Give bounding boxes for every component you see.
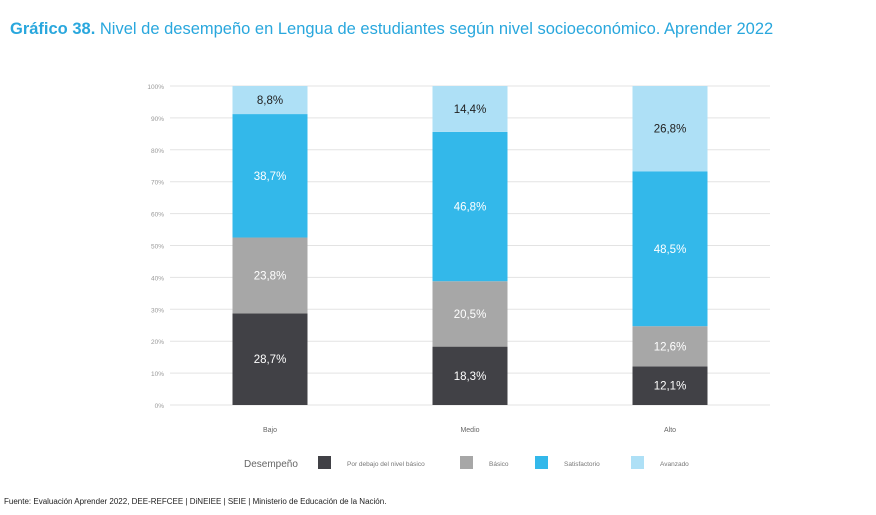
chart-title: Gráfico 38. Nivel de desempeño en Lengua… bbox=[10, 20, 773, 39]
y-tick-label: 100% bbox=[147, 84, 164, 91]
x-tick-label: Bajo bbox=[263, 427, 277, 434]
bar-segment bbox=[232, 313, 308, 405]
data-label: 38,7% bbox=[254, 171, 287, 183]
y-tick-label: 0% bbox=[155, 403, 165, 410]
bar-segment bbox=[432, 281, 508, 347]
legend-title: Desempeño bbox=[244, 459, 298, 470]
bar-segment bbox=[232, 237, 308, 314]
data-label: 26,8% bbox=[654, 124, 687, 136]
data-label: 8,8% bbox=[257, 95, 283, 107]
y-tick-label: 60% bbox=[151, 212, 164, 219]
legend-swatch bbox=[318, 456, 331, 469]
y-tick-label: 10% bbox=[151, 371, 164, 378]
y-tick-label: 90% bbox=[151, 116, 164, 123]
y-tick-label: 70% bbox=[151, 180, 164, 187]
bar-segment bbox=[632, 171, 708, 327]
legend-swatch bbox=[460, 456, 473, 469]
bar-segment bbox=[432, 86, 508, 132]
data-label: 12,6% bbox=[654, 341, 687, 353]
data-label: 20,5% bbox=[454, 309, 487, 321]
bar-segment bbox=[632, 86, 708, 172]
legend-swatch bbox=[535, 456, 548, 469]
bar-segment bbox=[432, 131, 508, 282]
legend-label: Básico bbox=[489, 461, 509, 468]
y-tick-label: 50% bbox=[151, 244, 164, 251]
legend-swatch bbox=[631, 456, 644, 469]
x-tick-label: Medio bbox=[460, 427, 479, 434]
chart-title-prefix: Gráfico 38. bbox=[10, 20, 96, 38]
data-label: 23,8% bbox=[254, 270, 287, 282]
bar-segment bbox=[632, 326, 708, 367]
bar-segment bbox=[432, 346, 508, 405]
bar-segment bbox=[632, 366, 708, 405]
source-note: Fuente: Evaluación Aprender 2022, DEE-RE… bbox=[4, 497, 387, 506]
y-tick-label: 80% bbox=[151, 148, 164, 155]
data-label: 46,8% bbox=[454, 202, 487, 214]
bar-segment bbox=[232, 86, 308, 115]
x-tick-label: Alto bbox=[664, 427, 676, 434]
legend-label: Avanzado bbox=[660, 461, 689, 468]
chart-title-text: Nivel de desempeño en Lengua de estudian… bbox=[99, 20, 774, 38]
bar-segment bbox=[232, 114, 308, 238]
y-tick-label: 30% bbox=[151, 307, 164, 314]
data-label: 12,1% bbox=[654, 381, 687, 393]
data-label: 18,3% bbox=[454, 371, 487, 383]
data-label: 28,7% bbox=[254, 354, 287, 366]
legend-label: Satisfactorio bbox=[564, 461, 600, 468]
data-label: 48,5% bbox=[654, 244, 687, 256]
y-tick-label: 20% bbox=[151, 339, 164, 346]
data-label: 14,4% bbox=[454, 104, 487, 116]
y-tick-label: 40% bbox=[151, 275, 164, 282]
legend-label: Por debajo del nivel básico bbox=[347, 461, 425, 468]
